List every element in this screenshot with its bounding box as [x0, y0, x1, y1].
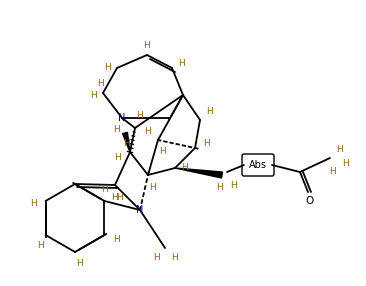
Text: H: H	[105, 63, 111, 72]
Text: H: H	[337, 146, 343, 154]
Text: H: H	[145, 128, 152, 136]
Polygon shape	[175, 168, 223, 178]
Text: H: H	[330, 168, 336, 176]
Text: H: H	[91, 90, 97, 100]
Text: H: H	[172, 253, 178, 263]
Text: H: H	[30, 198, 37, 208]
Text: H: H	[154, 253, 160, 263]
FancyBboxPatch shape	[242, 154, 274, 176]
Text: H: H	[117, 192, 123, 202]
Text: H: H	[150, 182, 156, 192]
Text: H: H	[113, 126, 120, 134]
Text: H: H	[98, 80, 104, 88]
Text: H: H	[102, 186, 108, 194]
Text: H: H	[160, 148, 167, 156]
Text: H: H	[113, 235, 120, 243]
Polygon shape	[123, 132, 130, 152]
Text: N: N	[118, 113, 126, 123]
Text: O: O	[306, 196, 314, 206]
Text: H: H	[179, 59, 185, 67]
Text: H: H	[111, 192, 118, 202]
Text: H: H	[343, 158, 350, 168]
Text: H: H	[76, 259, 83, 269]
Text: Abs: Abs	[249, 160, 267, 170]
Text: H: H	[231, 180, 238, 190]
Text: H: H	[137, 112, 143, 120]
Text: H: H	[37, 241, 44, 249]
Text: H: H	[207, 108, 213, 116]
Text: H: H	[182, 164, 188, 172]
Text: H: H	[143, 41, 150, 49]
Text: H: H	[217, 182, 223, 192]
Text: H: H	[115, 152, 122, 162]
Text: H: H	[203, 138, 210, 148]
Text: H: H	[124, 138, 130, 148]
Text: N: N	[136, 205, 144, 215]
